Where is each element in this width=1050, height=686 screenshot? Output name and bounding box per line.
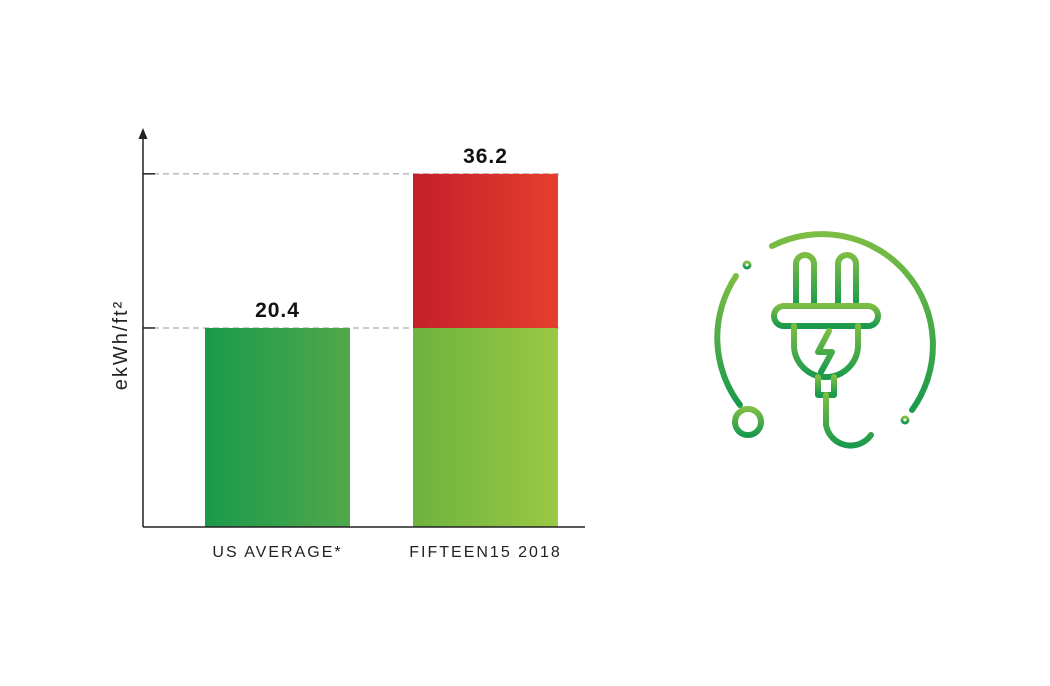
bars (205, 173, 558, 527)
plug-prong-right (835, 252, 859, 309)
plug-head (771, 303, 881, 329)
lightning-bolt-icon (815, 328, 835, 375)
y-axis-label: ekWh/ft² (110, 300, 132, 390)
ring-arc-left (714, 273, 743, 408)
electric-plug-icon (714, 231, 936, 449)
cable-end-ring (732, 406, 764, 438)
bar-base-1 (413, 327, 558, 527)
reference-lines (143, 173, 560, 329)
category-label-0: US AVERAGE* (212, 544, 342, 561)
plug-prong-left (793, 252, 817, 309)
value-label-1: 36.2 (463, 145, 508, 168)
axes (138, 128, 585, 528)
category-label-1: FIFTEEN15 2018 (409, 544, 562, 561)
ring-dot-2 (900, 415, 910, 425)
y-axis-arrow (138, 128, 148, 139)
bar-base-0 (205, 327, 350, 527)
bar-excess-1 (413, 173, 558, 328)
cable (823, 392, 874, 449)
bar-chart: 20.4 US AVERAGE* 36.2 FIFTEEN15 2018 ekWh/f… (110, 128, 585, 561)
ring-dot-1 (742, 260, 752, 270)
ring-arc (769, 231, 936, 413)
labels: 20.4 US AVERAGE* 36.2 FIFTEEN15 2018 (212, 145, 562, 561)
value-label-0: 20.4 (255, 299, 300, 322)
plug-body (791, 323, 861, 380)
